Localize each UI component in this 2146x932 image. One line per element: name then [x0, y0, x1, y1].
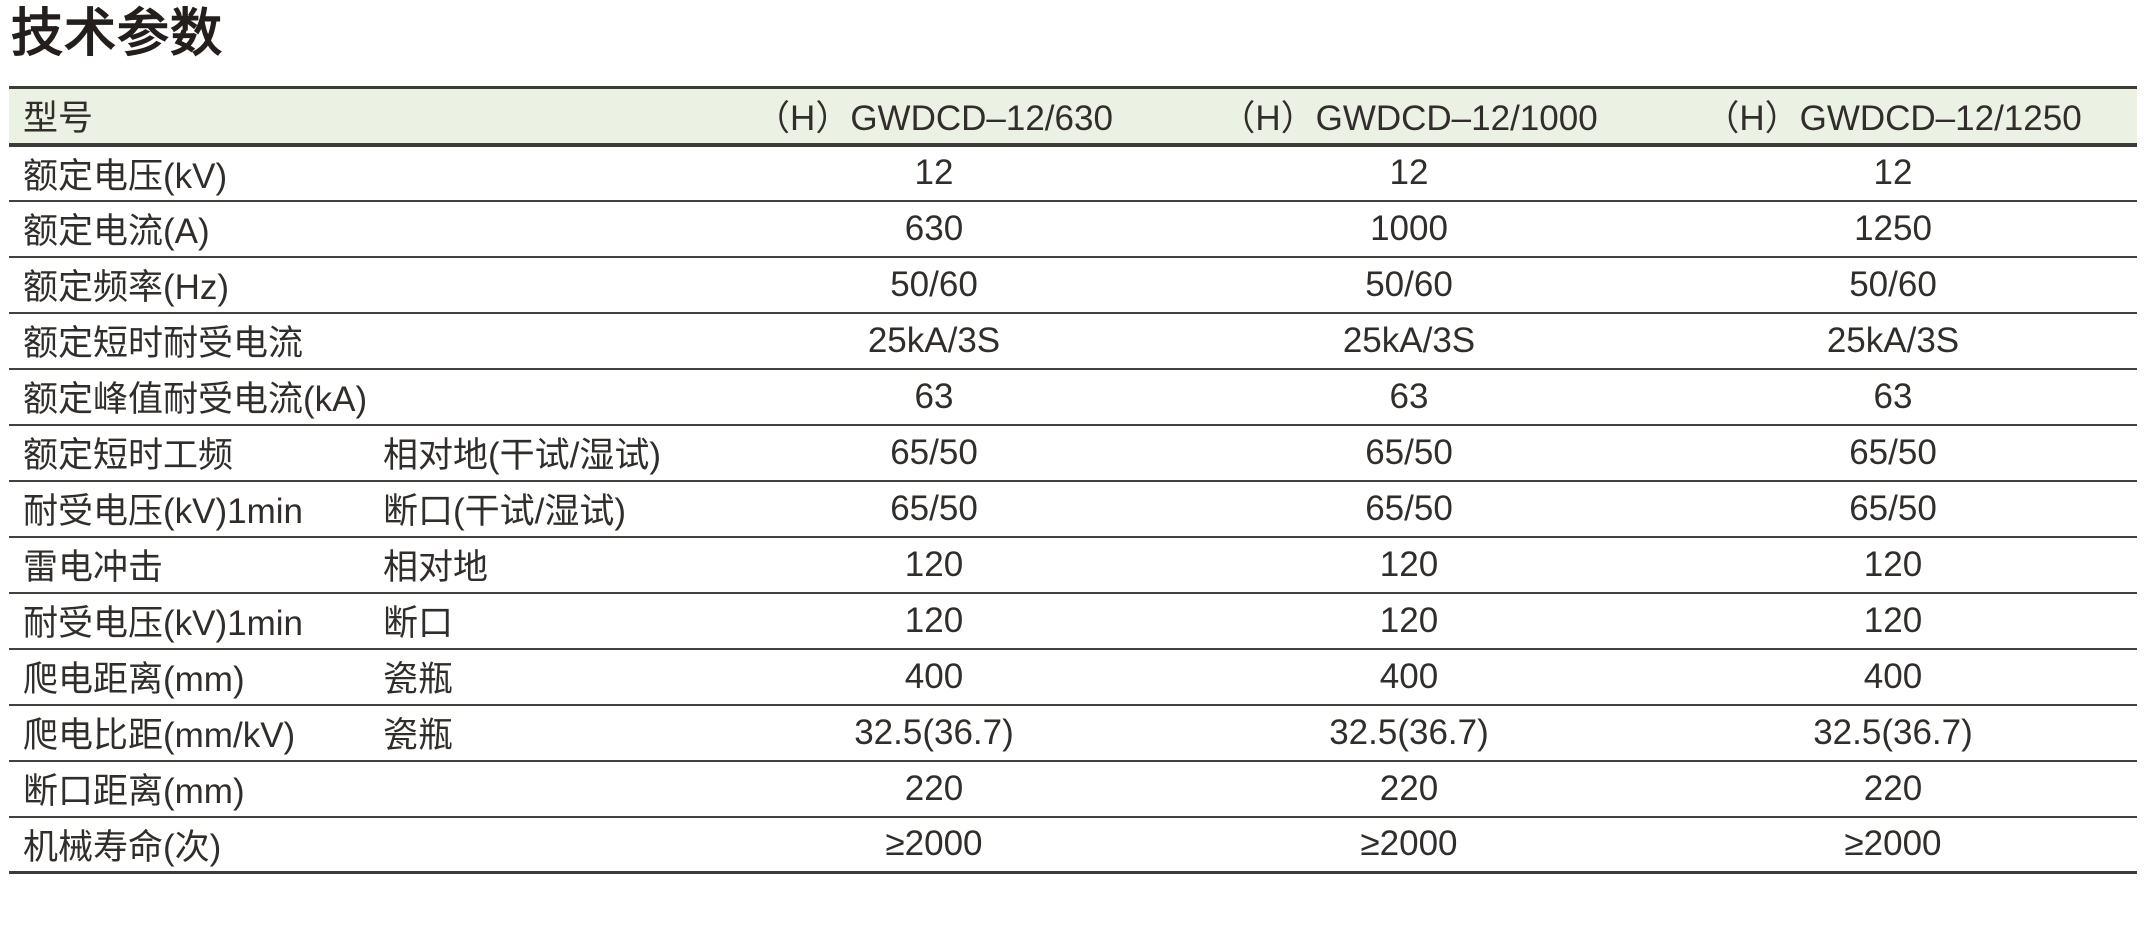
row-sublabel	[379, 145, 699, 201]
cell-value: ≥2000	[885, 824, 983, 864]
table-row: 额定电压(kV) 12 12 12	[9, 145, 2137, 201]
row-sublabel: 瓷瓶	[383, 716, 454, 755]
cell-value: 1000	[1370, 208, 1448, 248]
cell-value: 220	[1863, 768, 1923, 808]
table-row: 爬电距离(mm) 瓷瓶 400 400 400	[9, 649, 2137, 705]
cell-value: 400	[1379, 656, 1439, 696]
cell-value: 400	[904, 656, 964, 696]
cell-value: 400	[1863, 656, 1923, 696]
model-column-header-1: （H）GWDCD–12/630	[755, 99, 1113, 139]
model-column-header-2: （H）GWDCD–12/1000	[1220, 99, 1598, 139]
row-sublabel: 相对地	[383, 548, 489, 587]
row-label: 额定短时耐受电流	[23, 324, 304, 363]
cell-value: 12	[1389, 153, 1429, 192]
row-sublabel	[379, 201, 699, 257]
row-sublabel	[379, 313, 699, 369]
page-title: 技术参数	[11, 5, 224, 63]
cell-value: 1250	[1854, 208, 1932, 248]
row-sublabel	[379, 761, 699, 817]
cell-value: 25kA/3S	[1826, 320, 1960, 360]
row-sublabel: 断口(干试/湿试)	[383, 492, 627, 531]
cell-value: 120	[1379, 600, 1439, 640]
header-model-label: 型号	[23, 99, 94, 139]
row-label: 机械寿命(次)	[23, 827, 222, 867]
cell-value: 120	[1863, 544, 1923, 584]
row-sublabel	[379, 257, 699, 313]
cell-value: 63	[1873, 376, 1913, 416]
table-row: 额定峰值耐受电流(kA) 63 63 63	[9, 369, 2137, 425]
row-label: 耐受电压(kV)1min	[23, 492, 304, 531]
cell-value: 120	[1379, 544, 1439, 584]
cell-value: ≥2000	[1844, 824, 1942, 864]
cell-value: 65/50	[1849, 488, 1937, 528]
cell-value: 630	[904, 208, 964, 248]
spec-table: 型号 （H）GWDCD–12/630 （H）GWDCD–12/1000 （H）G…	[9, 86, 2137, 874]
row-label: 额定短时工频	[23, 436, 234, 475]
cell-value: 120	[904, 600, 964, 640]
header-spacer	[379, 88, 699, 145]
cell-value: 12	[914, 153, 954, 192]
row-sublabel	[379, 817, 699, 873]
cell-value: 32.5(36.7)	[854, 712, 1014, 752]
cell-value: 65/50	[890, 432, 978, 472]
table-row: 断口距离(mm) 220 220 220	[9, 761, 2137, 817]
cell-value: ≥2000	[1360, 824, 1458, 864]
cell-value: 50/60	[1365, 264, 1453, 304]
row-sublabel: 相对地(干试/湿试)	[383, 436, 662, 475]
table-row: 机械寿命(次) ≥2000 ≥2000 ≥2000	[9, 817, 2137, 873]
cell-value: 32.5(36.7)	[1813, 712, 1973, 752]
row-sublabel: 断口	[383, 604, 454, 643]
cell-value: 50/60	[1849, 264, 1937, 304]
cell-value: 32.5(36.7)	[1329, 712, 1489, 752]
cell-value: 120	[904, 544, 964, 584]
table-row: 耐受电压(kV)1min 断口(干试/湿试) 65/50 65/50 65/50	[9, 481, 2137, 537]
table-row: 耐受电压(kV)1min 断口 120 120 120	[9, 593, 2137, 649]
row-label: 雷电冲击	[23, 548, 164, 587]
table-row: 雷电冲击 相对地 120 120 120	[9, 537, 2137, 593]
cell-value: 50/60	[890, 264, 978, 304]
row-label: 额定频率(Hz)	[23, 268, 230, 307]
cell-value: 12	[1873, 153, 1913, 192]
row-label: 断口距离(mm)	[23, 772, 245, 811]
row-label: 额定电压(kV)	[23, 156, 228, 196]
row-label: 额定峰值耐受电流(kA)	[23, 380, 368, 419]
table-row: 额定短时工频 相对地(干试/湿试) 65/50 65/50 65/50	[9, 425, 2137, 481]
cell-value: 220	[904, 768, 964, 808]
cell-value: 25kA/3S	[867, 320, 1001, 360]
row-label: 爬电比距(mm/kV)	[23, 716, 296, 755]
cell-value: 63	[1389, 376, 1429, 416]
row-label: 耐受电压(kV)1min	[23, 604, 304, 643]
cell-value: 65/50	[890, 488, 978, 528]
model-column-header-3: （H）GWDCD–12/1250	[1704, 99, 2082, 139]
cell-value: 63	[914, 376, 954, 416]
cell-value: 25kA/3S	[1342, 320, 1476, 360]
table-row: 爬电比距(mm/kV) 瓷瓶 32.5(36.7) 32.5(36.7) 32.…	[9, 705, 2137, 761]
cell-value: 65/50	[1365, 488, 1453, 528]
cell-value: 120	[1863, 600, 1923, 640]
table-header-row: 型号 （H）GWDCD–12/630 （H）GWDCD–12/1000 （H）G…	[9, 87, 2137, 145]
row-label: 爬电距离(mm)	[23, 660, 245, 699]
row-label: 额定电流(A)	[23, 212, 210, 251]
table-row: 额定电流(A) 630 1000 1250	[9, 201, 2137, 257]
cell-value: 65/50	[1365, 432, 1453, 472]
row-sublabel	[379, 369, 699, 425]
cell-value: 65/50	[1849, 432, 1937, 472]
row-sublabel: 瓷瓶	[383, 660, 454, 699]
cell-value: 220	[1379, 768, 1439, 808]
table-row: 额定短时耐受电流 25kA/3S 25kA/3S 25kA/3S	[9, 313, 2137, 369]
table-row: 额定频率(Hz) 50/60 50/60 50/60	[9, 257, 2137, 313]
